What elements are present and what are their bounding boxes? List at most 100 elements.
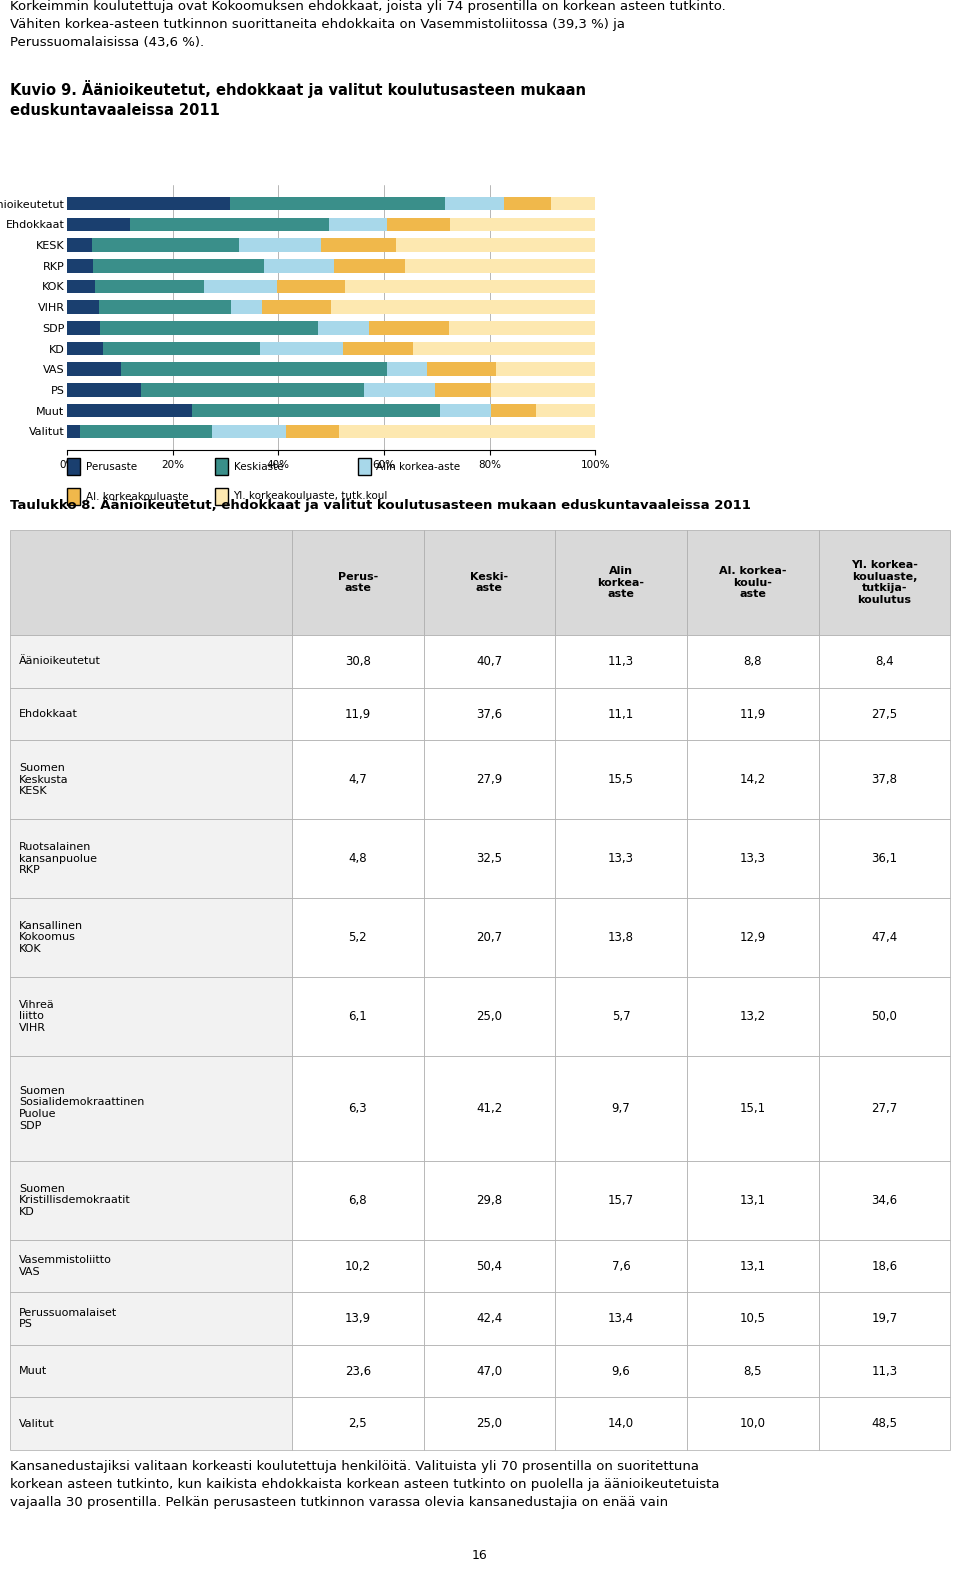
Text: 13,1: 13,1 [740,1259,766,1272]
Bar [687,1056,819,1160]
Bar [555,530,687,635]
Text: 14,0: 14,0 [608,1418,635,1431]
Text: Muut: Muut [19,1366,47,1376]
Bar [687,530,819,635]
Bar [67,321,101,335]
Text: 5,7: 5,7 [612,1009,631,1023]
Text: 4,7: 4,7 [348,773,367,786]
Text: 48,5: 48,5 [872,1418,898,1431]
Bar [229,196,444,211]
Text: 37,8: 37,8 [872,773,898,786]
Bar [687,1346,819,1398]
Bar [10,898,292,976]
Text: 19,7: 19,7 [872,1313,898,1325]
Text: 5,2: 5,2 [348,931,367,943]
Bar [10,1398,292,1449]
Text: Korkeimmin koulutettuja ovat Kokoomuksen ehdokkaat, joista yli 74 prosentilla on: Korkeimmin koulutettuja ovat Kokoomuksen… [10,0,726,49]
Text: Perussuomalaiset
PS: Perussuomalaiset PS [19,1308,117,1330]
Bar [10,635,292,687]
Bar [67,341,103,355]
Text: Al. korkea-
koulu-
aste: Al. korkea- koulu- aste [719,566,786,599]
Bar [67,196,229,211]
Bar [504,196,551,211]
Bar [687,898,819,976]
Bar [440,404,491,417]
FancyBboxPatch shape [215,487,228,505]
Text: 50,0: 50,0 [872,1009,898,1023]
FancyBboxPatch shape [67,457,81,475]
Bar [261,300,331,314]
Text: 30,8: 30,8 [345,656,371,668]
Text: Taulukko 8. Äänioikeutetut, ehdokkaat ja valitut koulutusasteen mukaan eduskunta: Taulukko 8. Äänioikeutetut, ehdokkaat ja… [10,498,751,512]
Bar [292,1292,423,1346]
Bar [331,300,595,314]
Bar [687,635,819,687]
Bar [555,976,687,1056]
Bar [92,239,239,252]
Bar [231,300,261,314]
Text: 6,8: 6,8 [348,1193,367,1207]
Bar [687,819,819,898]
Text: Suomen
Keskusta
KESK: Suomen Keskusta KESK [19,762,68,797]
Text: 42,4: 42,4 [476,1313,502,1325]
Bar [687,1398,819,1449]
Text: 25,0: 25,0 [476,1009,502,1023]
Text: 41,2: 41,2 [476,1102,502,1115]
Bar [292,1398,423,1449]
Text: 13,2: 13,2 [740,1009,766,1023]
Text: 27,9: 27,9 [476,773,502,786]
Bar [10,740,292,819]
Bar [95,280,204,294]
Text: 15,7: 15,7 [608,1193,635,1207]
Text: 40,7: 40,7 [476,656,502,668]
Bar [687,1240,819,1292]
Text: Alin korkea-aste: Alin korkea-aste [376,462,460,472]
Bar [239,239,322,252]
Bar [292,1346,423,1398]
Bar [819,1240,950,1292]
Bar [687,976,819,1056]
Text: Perus-
aste: Perus- aste [338,572,378,593]
Text: 12,9: 12,9 [740,931,766,943]
Bar [318,321,370,335]
Bar [555,1160,687,1240]
Text: 11,3: 11,3 [872,1364,898,1377]
Text: 13,3: 13,3 [608,852,635,865]
Bar [423,819,555,898]
Text: Äänioikeutetut: Äänioikeutetut [19,657,101,667]
Bar [819,1160,950,1240]
Bar [276,280,345,294]
Text: Keskiaste: Keskiaste [233,462,283,472]
Bar [100,300,231,314]
Bar [819,635,950,687]
Bar [10,1346,292,1398]
Text: 11,1: 11,1 [608,707,635,720]
Bar [819,1398,950,1449]
FancyBboxPatch shape [215,457,228,475]
Bar [819,530,950,635]
Bar [536,404,595,417]
Text: 8,8: 8,8 [744,656,762,668]
Bar [423,530,555,635]
Text: 27,7: 27,7 [872,1102,898,1115]
Text: 14,2: 14,2 [740,773,766,786]
Text: 9,6: 9,6 [612,1364,631,1377]
Text: 13,1: 13,1 [740,1193,766,1207]
Bar [555,1240,687,1292]
Text: Suomen
Sosialidemokraattinen
Puolue
SDP: Suomen Sosialidemokraattinen Puolue SDP [19,1086,144,1130]
Bar [140,384,365,396]
Bar [292,1240,423,1292]
Bar [819,687,950,740]
Bar [292,1056,423,1160]
Bar [423,1160,555,1240]
Text: 23,6: 23,6 [345,1364,371,1377]
Bar [264,259,334,272]
Bar [819,1056,950,1160]
Bar [130,219,328,231]
Text: Ehdokkaat: Ehdokkaat [19,709,78,718]
Text: 10,5: 10,5 [740,1313,766,1325]
Bar [10,819,292,898]
Bar [292,819,423,898]
Bar [10,1160,292,1240]
Text: 34,6: 34,6 [872,1193,898,1207]
